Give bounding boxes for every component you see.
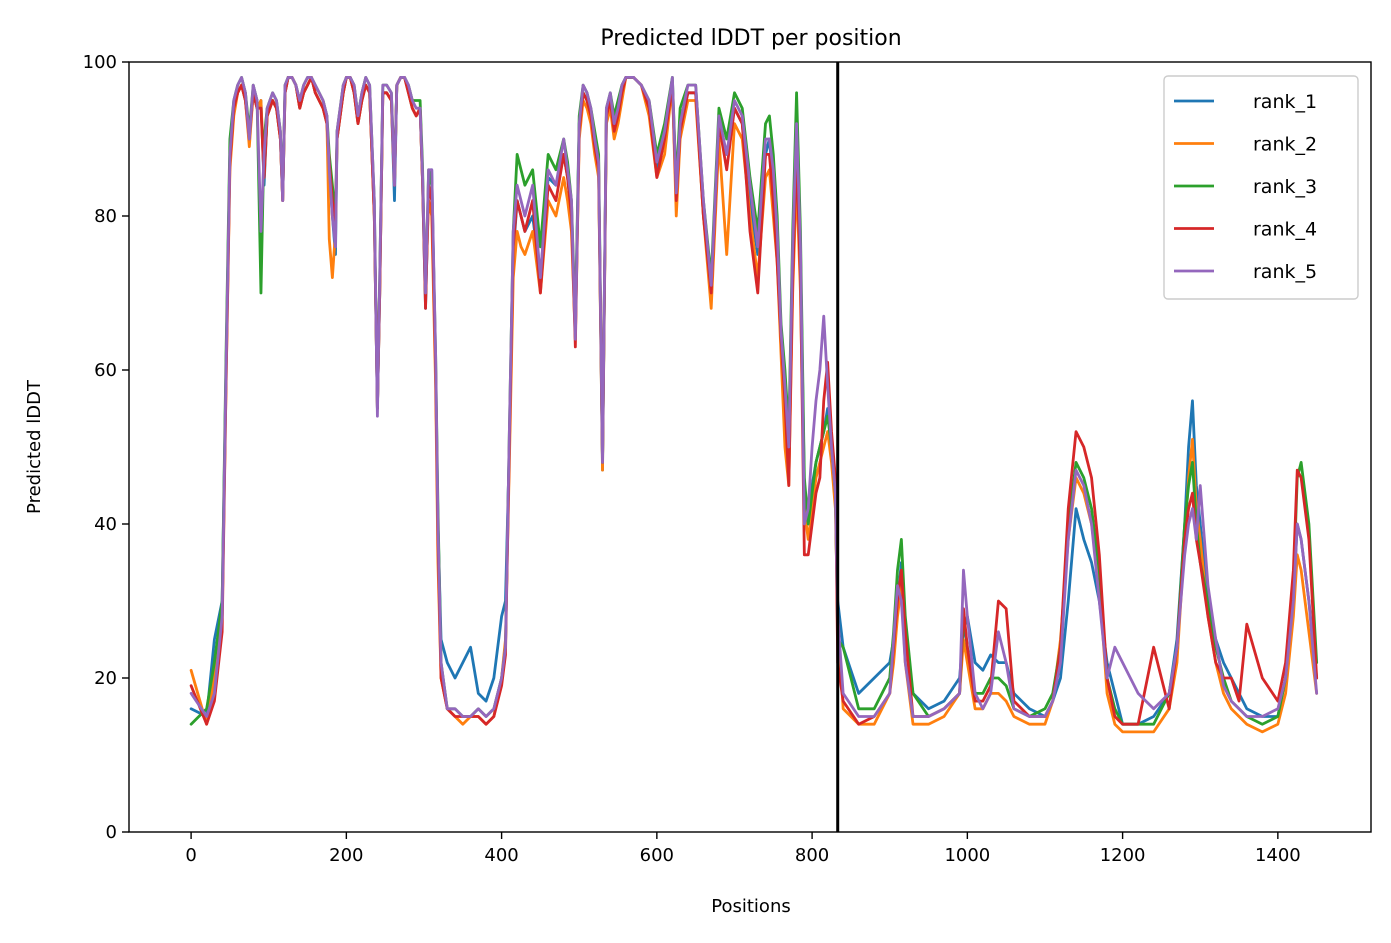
chart-title: Predicted lDDT per position [600,26,901,51]
y-tick-label: 0 [106,822,117,843]
y-tick-label: 40 [94,514,117,535]
y-tick-layer: 0 20 40 60 80 100 [83,52,129,843]
y-tick-label: 80 [94,206,117,227]
y-tick-label: 20 [94,668,117,689]
x-tick-label: 1200 [1100,845,1146,866]
series-line-rank-5 [189,76,1319,718]
x-axis-label: Positions [711,896,790,917]
plot-frame [128,61,1372,833]
x-tick-label: 800 [795,845,829,866]
x-tick-label: 600 [640,845,674,866]
x-tick-label: 1400 [1255,845,1301,866]
legend-label-rank-5: rank_5 [1253,261,1317,283]
x-tick-layer: 0 200 400 600 800 1000 1200 1400 [185,832,1301,866]
legend-label-rank-1: rank_1 [1253,91,1317,113]
x-tick-label: 400 [484,845,518,866]
y-tick-label: 60 [94,360,117,381]
legend-box [1163,75,1359,300]
series-layer [189,76,1319,734]
legend-label-rank-4: rank_4 [1253,219,1317,241]
y-tick-label: 100 [83,52,117,73]
y-axis-label: Predicted lDDT [24,379,45,514]
x-tick-label: 0 [185,845,196,866]
legend-label-rank-2: rank_2 [1253,134,1317,156]
legend-label-rank-3: rank_3 [1253,176,1317,198]
legend: rank_1 rank_2 rank_3 rank_4 rank_5 [1163,75,1359,300]
x-tick-label: 1000 [944,845,990,866]
x-tick-label: 200 [329,845,363,866]
